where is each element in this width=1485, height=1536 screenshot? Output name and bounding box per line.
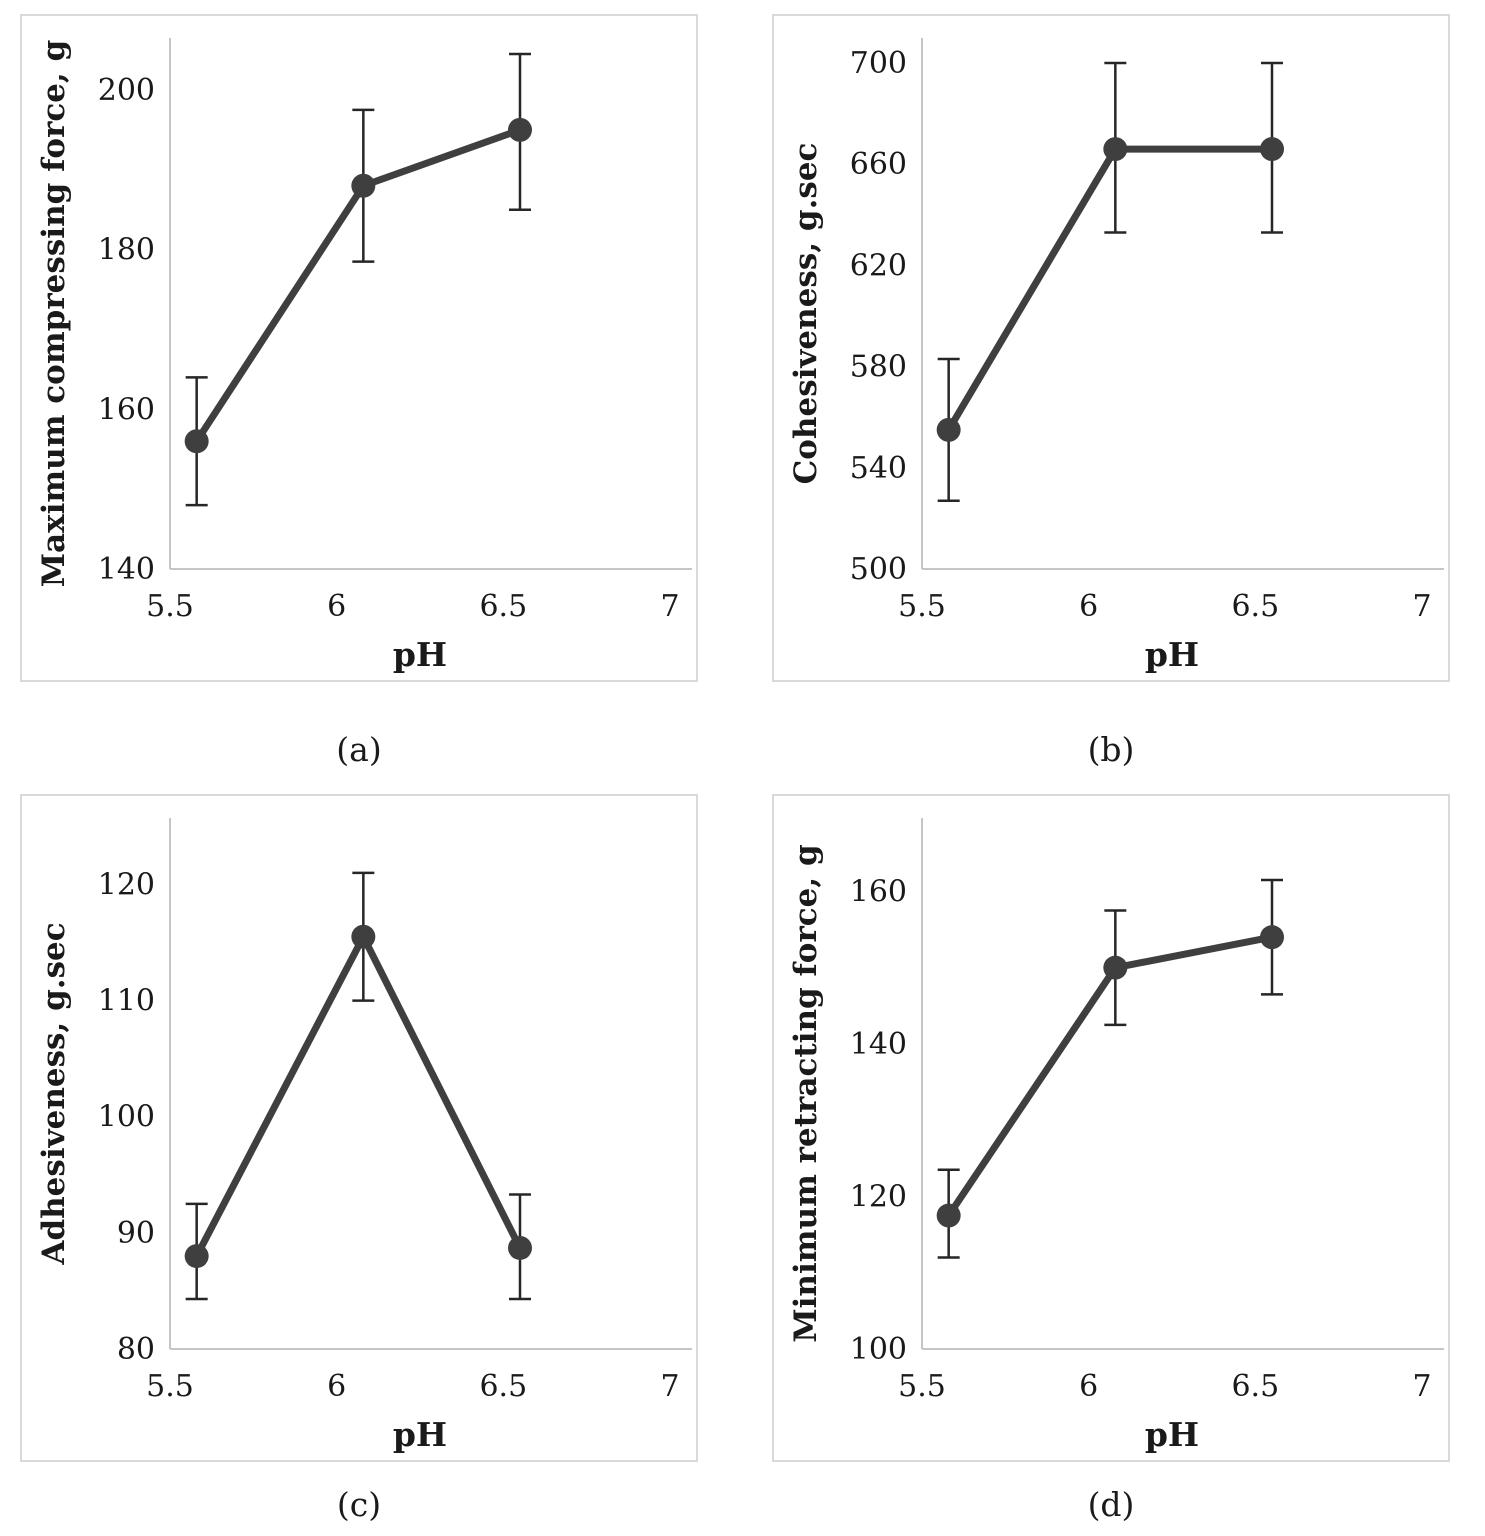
x-tick-label: 5.5	[898, 589, 946, 624]
y-tick-label: 660	[850, 147, 907, 182]
x-tick-label: 6.5	[1231, 589, 1279, 624]
x-axis-title: pH	[1145, 635, 1199, 674]
y-axis-title: Adhesiveness, g.sec	[36, 922, 72, 1265]
data-point-marker	[1260, 925, 1284, 950]
y-axis-title: Maximum compressing force, g	[36, 40, 72, 588]
y-tick-label: 120	[850, 1179, 907, 1214]
data-point-marker	[184, 1244, 209, 1269]
x-tick-label: 6.5	[1231, 1369, 1279, 1404]
data-point-marker	[351, 924, 376, 949]
data-point-marker	[508, 117, 532, 142]
x-tick-label: 7	[660, 1369, 679, 1404]
x-tick-label: 5.5	[146, 1369, 194, 1404]
y-tick-label: 160	[850, 874, 907, 909]
y-tick-label: 140	[98, 552, 155, 587]
x-tick-label: 6	[327, 589, 346, 624]
y-tick-label: 100	[98, 1100, 155, 1135]
x-tick-label: 7	[1412, 1369, 1431, 1404]
y-tick-label: 500	[850, 552, 907, 587]
x-tick-label: 6.5	[479, 1369, 527, 1404]
panel-caption-b: (b)	[1087, 730, 1135, 769]
x-axis-title: pH	[393, 1415, 447, 1454]
x-axis-title: pH	[1145, 1415, 1199, 1454]
x-tick-label: 5.5	[898, 1369, 946, 1404]
y-tick-label: 110	[98, 984, 155, 1019]
y-tick-label: 180	[98, 233, 155, 268]
data-point-marker	[1103, 955, 1128, 980]
y-tick-label: 540	[850, 451, 907, 486]
y-tick-label: 160	[98, 392, 155, 427]
data-point-marker	[351, 173, 376, 198]
y-tick-label: 700	[850, 46, 907, 81]
x-tick-label: 6	[1079, 589, 1098, 624]
data-point-marker	[936, 1203, 961, 1228]
x-tick-label: 7	[1412, 589, 1431, 624]
y-axis-title: Minimum retracting force, g	[788, 844, 824, 1342]
panel-b: 500 540 580 620 660 700 5.5 6 6.5 7 pH Cohesiveness…	[772, 14, 1450, 682]
chart-d: 100 120 140 160 5.5 6 6.5 7 pH Minimum retracting…	[788, 818, 1444, 1454]
panel-c: 80 90 100 110 120 5.5 6 6.5 7 pH Adhesiveness, g.s…	[20, 794, 698, 1462]
data-line	[945, 145, 1276, 434]
data-line	[945, 933, 1276, 1220]
y-axis-title: Cohesiveness, g.sec	[788, 143, 824, 485]
data-point-marker	[508, 1235, 532, 1260]
panel-caption-a: (a)	[336, 730, 382, 769]
data-point-marker	[1103, 137, 1128, 162]
panel-d: 100 120 140 160 5.5 6 6.5 7 pH Minimum retracting…	[772, 794, 1450, 1462]
panel-a: 140 160 180 200 5.5 6 6.5 7 pH Maximum compressin…	[20, 14, 698, 682]
y-tick-label: 100	[850, 1332, 907, 1367]
x-tick-label: 5.5	[146, 589, 194, 624]
y-tick-label: 80	[117, 1332, 155, 1367]
y-tick-label: 120	[98, 867, 155, 902]
chart-c: 80 90 100 110 120 5.5 6 6.5 7 pH Adhesiveness, g.s…	[36, 818, 692, 1454]
chart-a: 140 160 180 200 5.5 6 6.5 7 pH Maximum compressin…	[36, 38, 692, 674]
x-tick-label: 6	[327, 1369, 346, 1404]
chart-b: 500 540 580 620 660 700 5.5 6 6.5 7 pH Cohesiveness…	[788, 38, 1444, 674]
y-tick-label: 200	[98, 73, 155, 108]
panel-caption-c: (c)	[336, 1485, 382, 1524]
x-tick-label: 6	[1079, 1369, 1098, 1404]
data-point-marker	[184, 429, 209, 454]
data-point-marker	[936, 417, 961, 442]
x-axis-title: pH	[393, 635, 447, 674]
y-tick-label: 90	[117, 1216, 155, 1251]
data-point-marker	[1260, 137, 1284, 162]
y-tick-label: 620	[850, 248, 907, 283]
x-tick-label: 6.5	[479, 589, 527, 624]
data-line	[193, 933, 524, 1260]
y-tick-label: 140	[850, 1027, 907, 1062]
x-tick-label: 7	[660, 589, 679, 624]
panel-caption-d: (d)	[1087, 1485, 1135, 1524]
y-tick-label: 580	[850, 350, 907, 385]
